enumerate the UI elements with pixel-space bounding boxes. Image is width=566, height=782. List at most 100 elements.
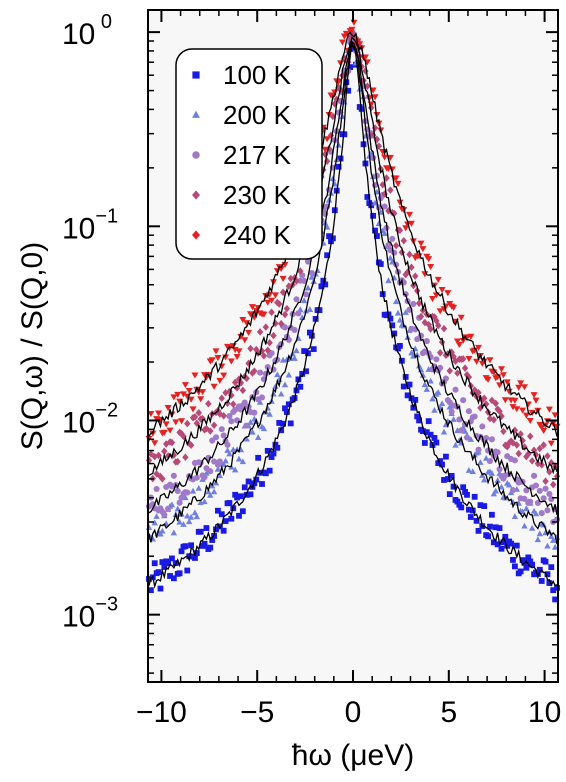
- data-point-217k: [410, 300, 417, 308]
- data-point-100k: [504, 542, 511, 549]
- data-point-200k: [176, 518, 183, 525]
- data-point-217k: [531, 472, 538, 479]
- data-point-100k: [374, 233, 380, 239]
- data-point-240k: [526, 417, 534, 425]
- legend: 100 K 200 K 217 K 230 K 240 K: [175, 48, 323, 260]
- data-point-100k: [433, 439, 440, 446]
- data-point-230k: [168, 438, 176, 447]
- data-point-100k: [347, 64, 354, 70]
- data-point-240k: [166, 427, 174, 434]
- data-point-230k: [517, 430, 524, 438]
- data-point-100k: [444, 476, 451, 482]
- data-point-217k: [523, 487, 530, 494]
- fit-line-100k: [148, 40, 558, 589]
- data-point-100k: [295, 376, 302, 383]
- data-point-217k: [291, 326, 298, 333]
- data-point-100k: [238, 493, 244, 500]
- data-point-230k: [256, 328, 264, 336]
- data-point-100k: [414, 413, 421, 420]
- data-point-100k: [216, 523, 223, 530]
- data-point-100k: [391, 330, 398, 337]
- data-point-240k: [438, 287, 446, 294]
- data-point-217k: [448, 408, 455, 415]
- data-point-100k: [421, 440, 428, 446]
- data-point-100k: [285, 401, 292, 408]
- data-point-100k: [301, 348, 308, 354]
- data-point-240k: [172, 419, 180, 426]
- data-point-240k: [151, 440, 159, 447]
- data-point-100k: [498, 545, 505, 552]
- data-point-230k: [440, 324, 448, 333]
- data-point-217k: [295, 310, 302, 317]
- data-point-200k: [536, 530, 543, 537]
- data-point-200k: [469, 468, 476, 475]
- data-point-200k: [226, 450, 233, 457]
- data-point-230k: [155, 451, 162, 460]
- data-point-230k: [528, 457, 536, 465]
- data-point-100k: [420, 428, 426, 435]
- legend-marker: [192, 151, 200, 159]
- data-point-230k: [515, 449, 522, 458]
- data-point-200k: [214, 465, 222, 472]
- data-point-240k: [406, 211, 413, 218]
- data-point-230k: [417, 312, 425, 321]
- legend-label: 240 K: [223, 220, 292, 250]
- data-point-200k: [239, 458, 247, 465]
- data-point-100k: [303, 368, 309, 375]
- data-point-240k: [471, 347, 479, 354]
- data-point-200k: [191, 509, 199, 516]
- data-point-230k: [509, 439, 517, 447]
- data-point-100k: [247, 491, 254, 498]
- data-point-100k: [299, 370, 306, 377]
- data-point-100k: [266, 467, 273, 474]
- data-point-200k: [532, 510, 540, 517]
- data-point-217k: [381, 203, 388, 210]
- data-point-230k: [224, 399, 231, 407]
- data-point-230k: [433, 316, 440, 325]
- data-point-100k: [402, 374, 409, 380]
- data-point-200k: [184, 512, 191, 519]
- data-point-100k: [397, 342, 403, 349]
- data-point-100k: [280, 420, 286, 427]
- data-point-100k: [454, 498, 461, 505]
- data-point-100k: [264, 447, 271, 454]
- data-point-240k: [268, 297, 276, 304]
- data-point-230k: [157, 472, 164, 481]
- y-tick-exponent: 0: [95, 11, 112, 33]
- data-point-240k: [214, 355, 222, 362]
- data-point-200k: [281, 381, 289, 388]
- data-point-200k: [450, 416, 457, 422]
- fit-line-217k: [148, 40, 558, 516]
- data-point-100k: [201, 540, 208, 547]
- y-tick-label: 10 0: [62, 11, 112, 51]
- data-point-200k: [329, 175, 337, 182]
- data-point-240k: [239, 316, 247, 324]
- data-point-100k: [431, 435, 438, 441]
- data-point-217k: [532, 482, 540, 489]
- y-axis-label: S(Q,ω) / S(Q,0): [16, 242, 49, 450]
- data-point-230k: [454, 369, 461, 377]
- data-point-200k: [511, 513, 519, 519]
- data-point-230k: [203, 424, 210, 433]
- data-point-230k: [435, 321, 442, 330]
- data-point-200k: [519, 508, 526, 515]
- data-point-100k: [423, 429, 430, 436]
- y-tick-exponent: −3: [95, 594, 118, 616]
- x-axis: −10 −5 0 5 10: [136, 10, 561, 729]
- data-point-230k: [297, 267, 304, 275]
- data-point-230k: [542, 477, 549, 485]
- data-point-217k: [536, 487, 543, 494]
- data-point-100k: [546, 580, 553, 586]
- data-point-217k: [258, 394, 266, 401]
- legend-marker: [192, 110, 200, 118]
- data-point-230k: [492, 399, 499, 408]
- data-point-100k: [368, 202, 375, 209]
- data-point-230k: [195, 409, 202, 417]
- data-point-200k: [431, 406, 438, 413]
- data-point-100k: [278, 427, 285, 434]
- data-point-200k: [168, 501, 176, 508]
- data-point-100k: [182, 543, 189, 550]
- data-point-100k: [262, 470, 269, 477]
- x-tick-label: −10: [136, 696, 187, 729]
- data-point-100k: [243, 491, 250, 498]
